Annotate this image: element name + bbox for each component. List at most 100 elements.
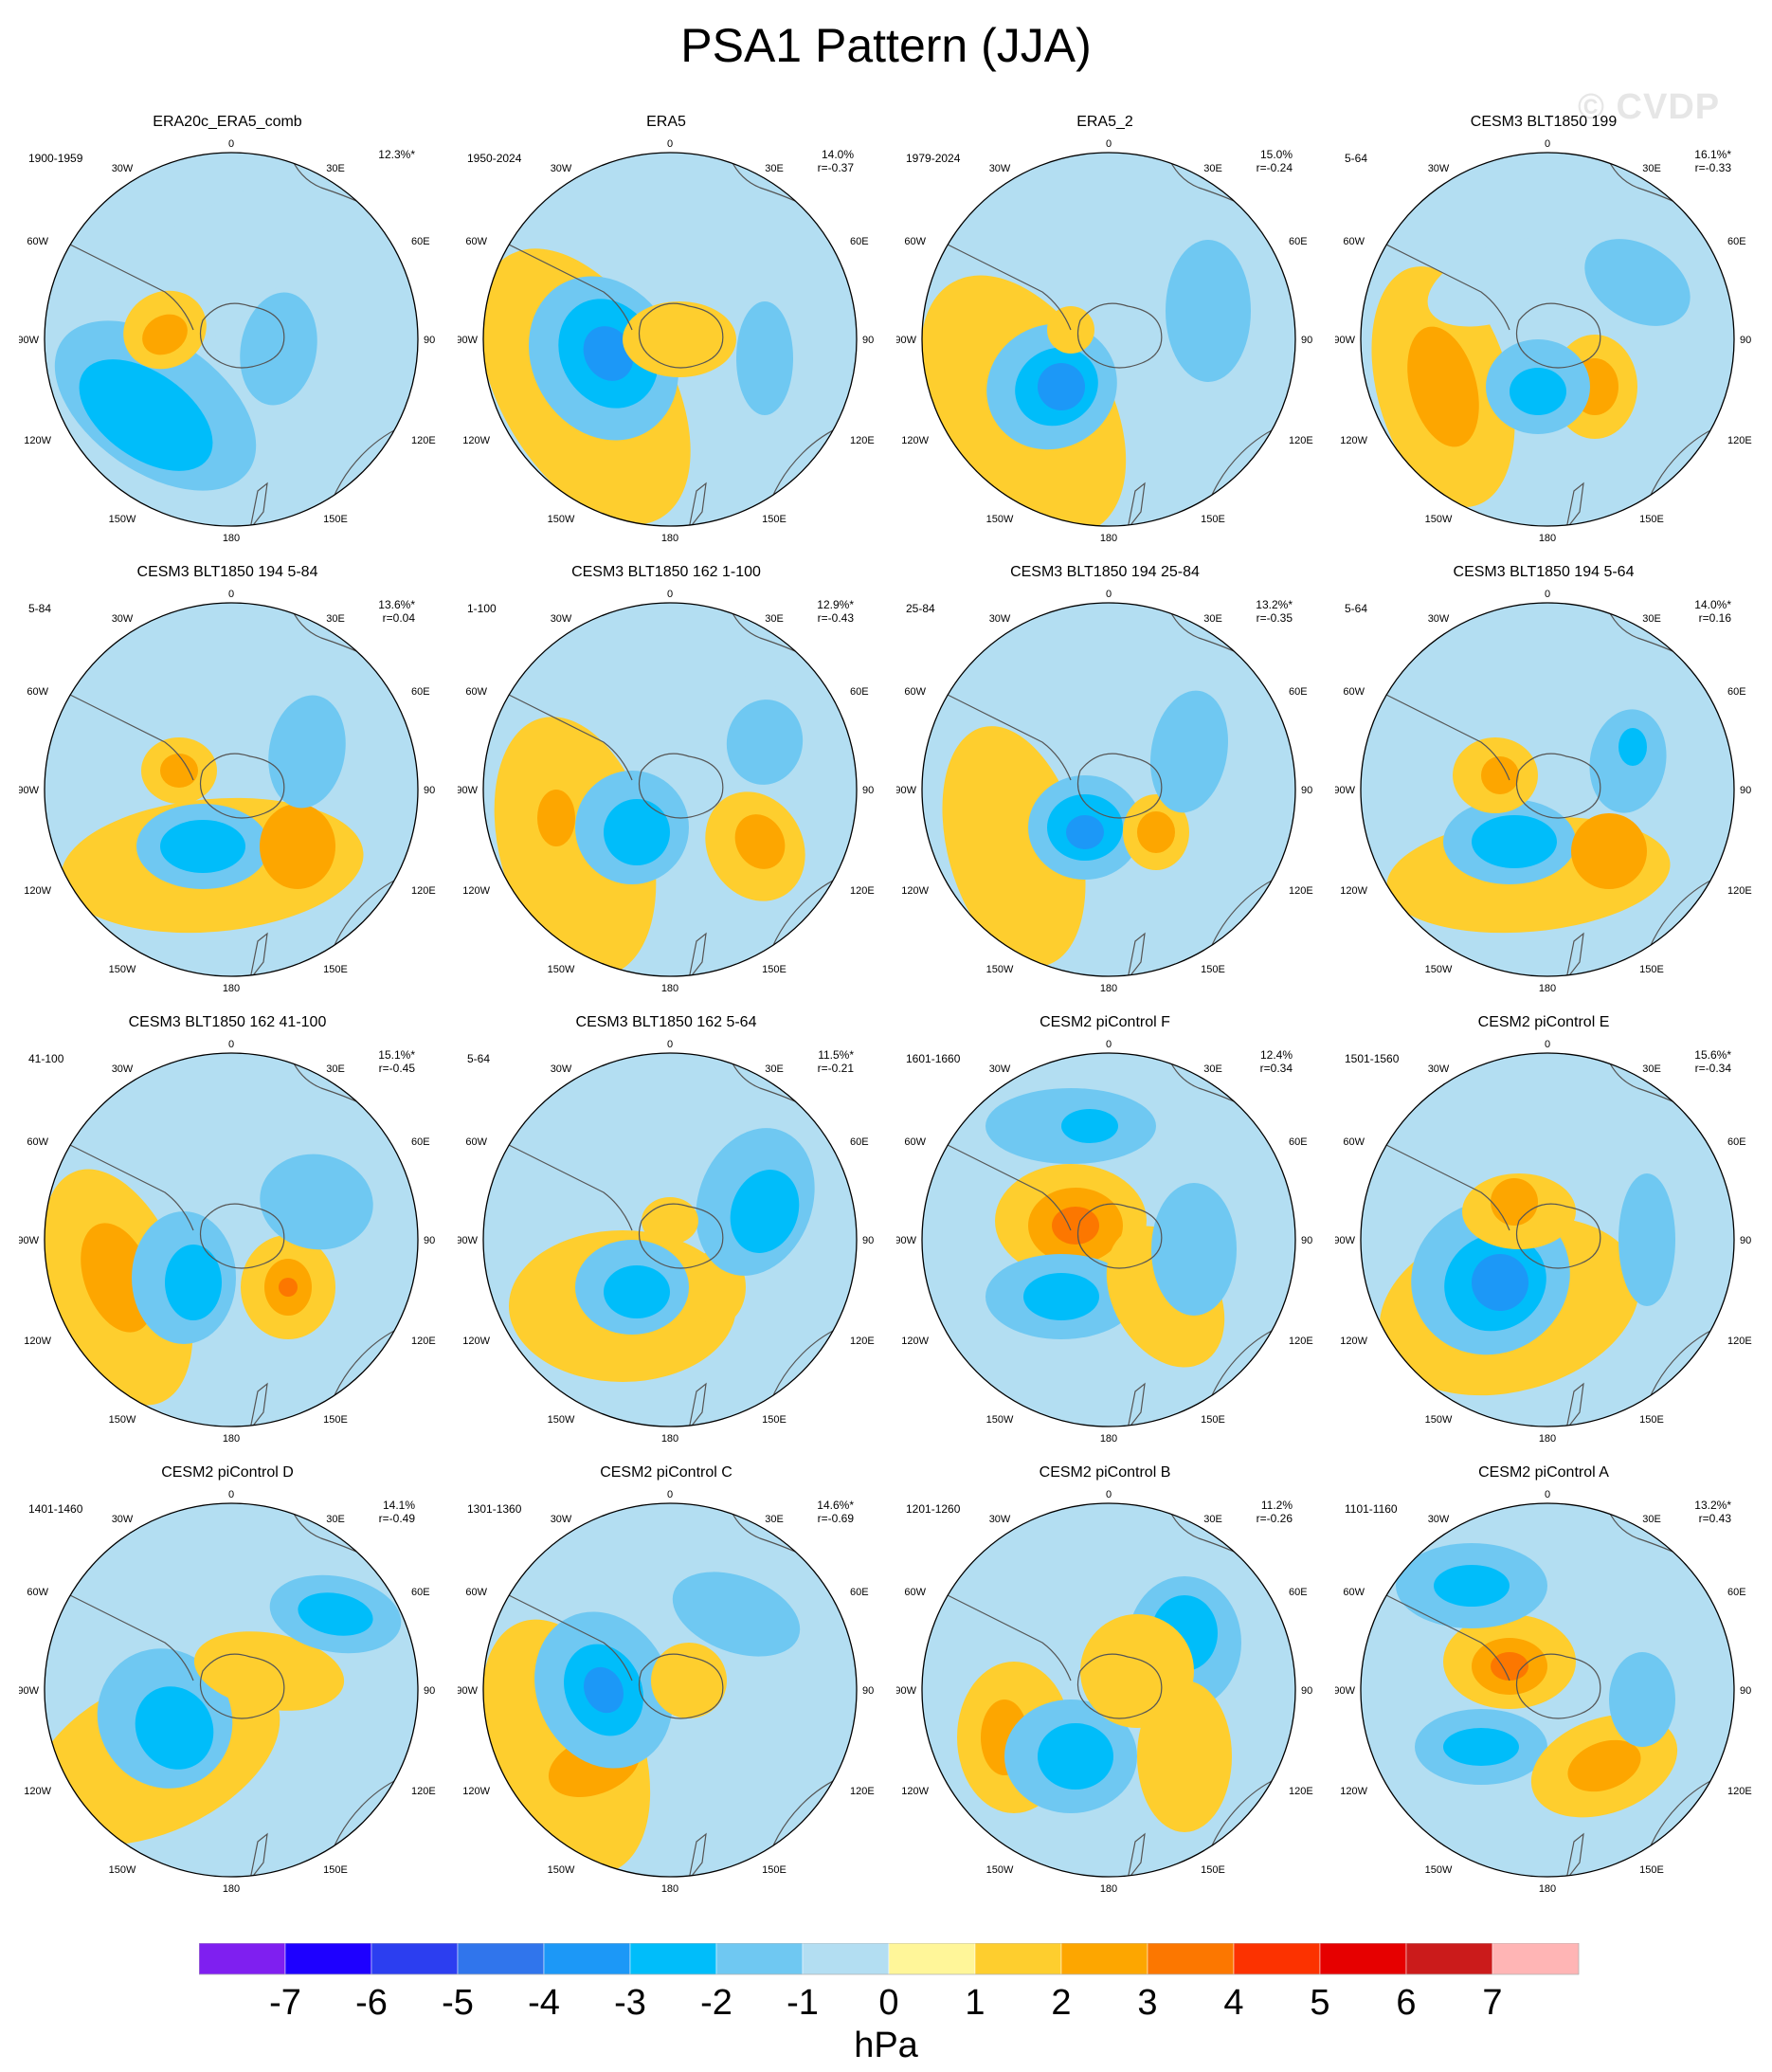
longitude-label: 30W bbox=[112, 613, 134, 625]
longitude-label: 150E bbox=[762, 514, 787, 525]
contour-region bbox=[726, 700, 804, 785]
antarctica-coastline bbox=[1076, 753, 1163, 819]
longitude-label: 90E bbox=[1301, 335, 1313, 346]
longitude-label: 180 bbox=[1100, 1433, 1117, 1445]
longitude-label: 120E bbox=[1727, 1786, 1752, 1797]
contour-region bbox=[1472, 1098, 1547, 1136]
longitude-label: 90E bbox=[1740, 1235, 1752, 1246]
contour-region bbox=[160, 820, 245, 873]
longitude-label: 180 bbox=[1100, 983, 1117, 994]
longitude-label: 60E bbox=[850, 686, 869, 698]
longitude-label: 60W bbox=[904, 686, 926, 698]
panel-variance: 13.2%* bbox=[1694, 1499, 1731, 1512]
contour-region bbox=[584, 1666, 624, 1714]
longitude-label: 120E bbox=[411, 885, 436, 897]
polar-map: 0 30E 60E 90E 120E 150E 180 30W 60W 90W 120W 150W bbox=[1335, 589, 1752, 994]
longitude-label: 30E bbox=[1642, 1514, 1661, 1525]
panel-variance: 14.0% bbox=[821, 148, 854, 161]
longitude-label: 30W bbox=[112, 1514, 134, 1525]
colorbar-tick-label: -3 bbox=[614, 1983, 646, 2023]
longitude-label: 90W bbox=[458, 1685, 479, 1697]
antarctica-coastline bbox=[1515, 1653, 1601, 1719]
longitude-label: 90E bbox=[1740, 335, 1752, 346]
new-zealand-coastline bbox=[688, 1382, 707, 1427]
longitude-label: 60E bbox=[1289, 236, 1308, 247]
longitude-label: 180 bbox=[661, 983, 678, 994]
map-border bbox=[44, 1502, 419, 1878]
panel-variance: 11.2% bbox=[1260, 1499, 1293, 1512]
longitude-label: 90E bbox=[862, 1685, 875, 1697]
longitude-label: 150E bbox=[1201, 1414, 1225, 1426]
panel-variance: 12.3%* bbox=[378, 148, 415, 161]
contour-region bbox=[1166, 240, 1251, 382]
panel-title: ERA20c_ERA5_comb bbox=[153, 114, 302, 130]
south-america-coastline bbox=[489, 1135, 633, 1231]
longitude-label: 180 bbox=[1539, 983, 1556, 994]
longitude-label: 90W bbox=[1335, 335, 1356, 346]
antarctica-coastline bbox=[638, 753, 724, 819]
colorbar-swatch bbox=[199, 1943, 286, 1975]
longitude-label: 60W bbox=[1343, 236, 1365, 247]
polar-map: 0 30E 60E 90E 120E 150E 180 30W 60W 90W 120W 150W bbox=[1335, 1489, 1752, 1895]
contour-region bbox=[1618, 1173, 1675, 1306]
polar-map: 0 30E 60E 90E 120E 150E 180 30W 60W 90W 120W 150W bbox=[896, 1489, 1313, 1895]
panel-period: 1-100 bbox=[467, 602, 497, 615]
contour-region bbox=[1150, 690, 1228, 813]
map-panel: 0 30E 60E 90E 120E 150E 180 30W 60W 90W 120W 150W CE… bbox=[458, 564, 875, 1000]
contour-region bbox=[604, 799, 670, 865]
map-panel: 0 30E 60E 90E 120E 150E 180 30W 60W 90W 120W 150W CE… bbox=[458, 1464, 875, 1900]
longitude-label: 90E bbox=[1301, 1235, 1313, 1246]
longitude-label: 180 bbox=[1100, 533, 1117, 544]
contour-region bbox=[1510, 368, 1566, 415]
contour-region bbox=[672, 1572, 801, 1657]
contour-region bbox=[142, 314, 188, 355]
panel-title: CESM2 piControl F bbox=[1040, 1014, 1170, 1030]
contour-region bbox=[583, 326, 634, 381]
longitude-label: 90W bbox=[19, 785, 40, 796]
longitude-label: 150W bbox=[109, 1414, 136, 1426]
contour-region bbox=[1038, 1723, 1113, 1790]
south-america-coastline bbox=[50, 1135, 194, 1231]
panel-variance: 14.1% bbox=[382, 1499, 415, 1512]
panel-period: 1501-1560 bbox=[1345, 1052, 1400, 1065]
panel-correlation: r=-0.21 bbox=[817, 1062, 854, 1075]
contour-region bbox=[1584, 239, 1691, 326]
longitude-label: 90E bbox=[424, 785, 436, 796]
contour-region bbox=[1434, 1565, 1510, 1607]
longitude-label: 30W bbox=[1428, 1063, 1450, 1075]
contour-region bbox=[942, 726, 1086, 967]
contour-region bbox=[651, 1643, 727, 1718]
colorbar-tick-label: -5 bbox=[442, 1983, 474, 2023]
longitude-label: 90W bbox=[458, 1235, 479, 1246]
longitude-label: 150W bbox=[1425, 1414, 1453, 1426]
new-zealand-coastline bbox=[688, 1832, 707, 1877]
panel-period: 1950-2024 bbox=[467, 152, 522, 165]
new-zealand-coastline bbox=[1565, 932, 1584, 976]
polar-map: 0 30E 60E 90E 120E 150E 180 30W 60W 90W 120W 150W bbox=[458, 589, 875, 994]
map-border bbox=[1360, 152, 1735, 527]
polar-map: 0 30E 60E 90E 120E 150E 180 30W 60W 90W 120W 150W bbox=[19, 1039, 436, 1445]
panel-correlation: r=-0.43 bbox=[817, 611, 854, 625]
longitude-label: 150W bbox=[109, 514, 136, 525]
longitude-label: 60E bbox=[1727, 1587, 1746, 1598]
longitude-label: 120E bbox=[850, 1786, 875, 1797]
contour-region bbox=[268, 695, 346, 809]
longitude-label: 30E bbox=[326, 1514, 345, 1525]
longitude-label: 120W bbox=[24, 1336, 51, 1347]
longitude-label: 30E bbox=[765, 163, 784, 174]
longitude-label: 60E bbox=[1289, 686, 1308, 698]
longitude-label: 60E bbox=[411, 1136, 430, 1148]
longitude-label: 30E bbox=[1642, 1063, 1661, 1075]
longitude-label: 180 bbox=[223, 1883, 240, 1895]
longitude-label: 180 bbox=[661, 1883, 678, 1895]
longitude-label: 0 bbox=[667, 1489, 673, 1500]
longitude-label: 30E bbox=[1203, 613, 1222, 625]
contour-region bbox=[260, 1154, 373, 1250]
longitude-label: 120E bbox=[850, 885, 875, 897]
map-panel: 0 30E 60E 90E 120E 150E 180 30W 60W 90W 120W 150W CE… bbox=[458, 1014, 875, 1450]
colorbar-swatch bbox=[1060, 1943, 1148, 1975]
panel-variance: 14.0%* bbox=[1694, 598, 1731, 611]
colorbar-tick-label: 5 bbox=[1310, 1983, 1329, 2023]
longitude-label: 30W bbox=[1428, 1514, 1450, 1525]
panel-title: CESM3 BLT1850 194 5-84 bbox=[136, 564, 318, 580]
